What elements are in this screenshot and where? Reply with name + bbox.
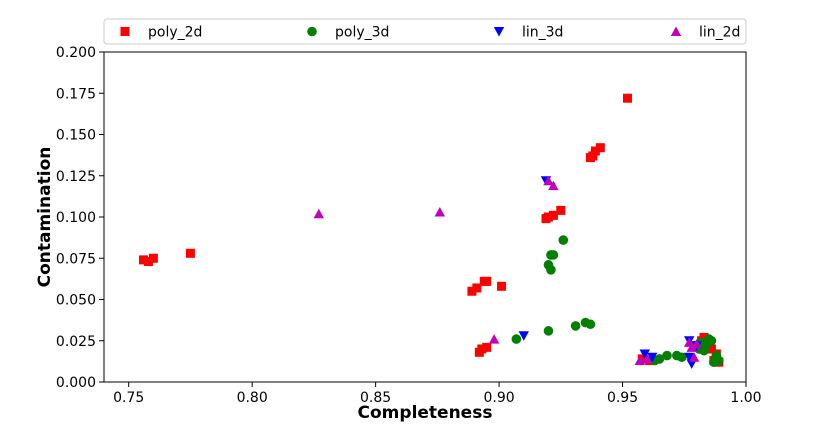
poly-2d-point: [548, 210, 558, 220]
poly-2d-point: [699, 332, 709, 342]
poly-3d-point: [706, 335, 717, 346]
y-tick-label: 0.000: [56, 375, 96, 391]
poly-2d-point: [148, 253, 158, 263]
poly-2d-point: [590, 146, 600, 156]
poly-3d-point: [546, 265, 556, 275]
poly-3d-point: [570, 321, 581, 331]
y-axis-label: Contamination: [35, 147, 55, 288]
x-tick-label: 1.00: [730, 390, 761, 406]
poly-2d-point: [637, 354, 647, 364]
poly-2d-point: [467, 286, 477, 296]
x-tick-label: 0.95: [607, 390, 638, 406]
poly-3d-point: [585, 319, 596, 330]
lin-2d-legend-label: lin_2d: [699, 25, 740, 41]
poly-2d-point: [543, 212, 553, 222]
poly-3d-point: [662, 350, 672, 361]
poly-3d-point: [654, 354, 665, 364]
lin-2d-point: [434, 207, 446, 217]
y-tick-label: 0.200: [56, 45, 96, 61]
plot-area: [139, 93, 724, 369]
poly-2d-point: [482, 342, 492, 352]
poly-2d-point: [143, 257, 153, 267]
poly-2d-point: [472, 283, 482, 293]
poly-2d-point: [595, 143, 605, 153]
poly-3d-point: [677, 352, 687, 363]
x-tick-label: 0.85: [360, 390, 391, 406]
x-axis-label: Completeness: [358, 403, 493, 423]
lin-3d-legend-label: lin_3d: [522, 25, 563, 41]
poly-2d-point: [622, 93, 632, 103]
lin-2d-point: [688, 352, 700, 362]
lin-3d-point: [646, 352, 658, 363]
lin-2d-point: [548, 180, 559, 191]
lin-2d-legend-marker: [670, 26, 682, 36]
y-tick-label: 0.025: [56, 334, 96, 350]
lin-2d-point: [488, 334, 500, 344]
poly-2d-point: [588, 151, 598, 161]
poly-2d-legend-marker: [120, 27, 130, 36]
legend: poly_2d poly_3d lin_3d lin_2d: [103, 18, 747, 45]
x-tick-label: 0.80: [237, 390, 268, 406]
y-tick-label: 0.125: [56, 169, 96, 185]
poly-3d-legend-label: poly_3d: [335, 25, 389, 41]
lin-2d-point: [313, 208, 325, 219]
poly-2d-point: [139, 255, 149, 265]
poly-2d-point: [556, 205, 566, 215]
axes: 0.75 0.80 0.85 0.90 0.95 1.00 0.000 0.025 0.050 0…: [56, 45, 762, 406]
poly-2d-point: [706, 344, 716, 354]
y-tick-label: 0.075: [56, 251, 96, 267]
poly-3d-point: [511, 334, 522, 344]
y-tick-label: 0.175: [56, 86, 96, 102]
lin-2d-point: [634, 355, 646, 366]
y-tick-label: 0.100: [56, 210, 96, 226]
poly-2d-point: [185, 248, 195, 258]
poly-3d-point: [543, 326, 554, 336]
lin-2d-point: [543, 175, 554, 186]
y-tick-label: 0.150: [56, 128, 96, 144]
poly-3d-legend-marker: [307, 26, 317, 37]
lin-3d-legend-marker: [493, 27, 505, 37]
poly-2d-point: [477, 344, 487, 354]
lin-3d-point: [639, 349, 650, 359]
poly-3d-point: [558, 235, 569, 245]
poly-2d-legend-label: poly_2d: [148, 25, 202, 41]
poly-3d-point: [714, 355, 724, 366]
lin-2d-point: [686, 342, 697, 352]
poly-2d-point: [482, 276, 492, 286]
lin-3d-point: [518, 331, 529, 341]
legend-box: [103, 18, 747, 45]
lin-2d-point: [691, 339, 702, 349]
lin-2d-point: [642, 353, 653, 364]
lin-3d-point: [684, 352, 695, 363]
poly-3d-point: [548, 250, 559, 260]
x-tick-label: 0.90: [483, 390, 514, 406]
y-tick-label: 0.050: [56, 293, 96, 309]
plot-frame: [103, 51, 747, 383]
poly-2d-point: [497, 281, 507, 291]
x-tick-label: 0.75: [113, 390, 144, 406]
